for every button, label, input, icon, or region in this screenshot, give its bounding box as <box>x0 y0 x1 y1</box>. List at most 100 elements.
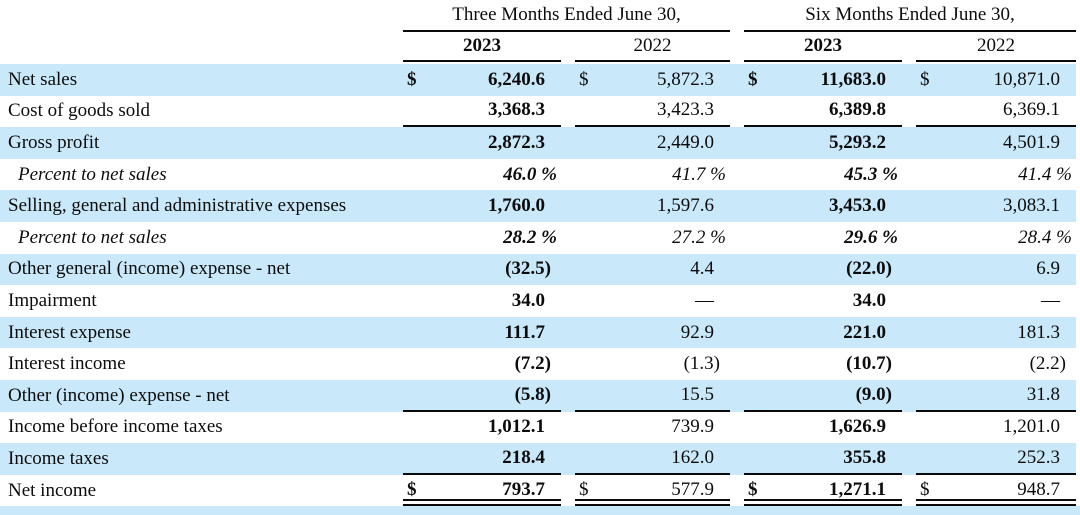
value-text: 4.4 <box>690 258 714 280</box>
row-label: Net sales <box>8 68 78 90</box>
value-cell: 27.2 % <box>575 222 730 254</box>
value-cell: (9.0) <box>744 380 902 412</box>
column-gap <box>902 254 916 286</box>
table-row: Net income $793.7 $577.9 $1,271.1 $948.7 <box>0 475 1076 507</box>
value-cell: 2,872.3 <box>403 127 561 159</box>
column-gap <box>561 127 575 159</box>
value-cell: 1,597.6 <box>575 190 730 222</box>
column-gap <box>902 222 916 254</box>
column-gap <box>902 348 916 380</box>
dollar-sign: $ <box>407 68 417 90</box>
column-gap <box>902 317 916 349</box>
value-cell: 28.4 % <box>916 222 1076 254</box>
value-cell: (22.0) <box>744 254 902 286</box>
value-cell: — <box>916 285 1076 317</box>
value-text: 793.7 <box>502 478 545 500</box>
bottom-shaded-strip <box>0 506 1080 515</box>
value-cell: 5,293.2 <box>744 127 902 159</box>
value-text: 355.8 <box>843 446 886 468</box>
value-cell: 111.7 <box>403 317 561 349</box>
value-text: 4,501.9 <box>1003 131 1060 153</box>
column-gap <box>561 348 575 380</box>
dollar-sign: $ <box>407 478 417 500</box>
column-gap <box>561 380 575 412</box>
value-text: 577.9 <box>671 478 714 500</box>
column-gap <box>730 348 744 380</box>
value-cell: $6,240.6 <box>403 64 561 96</box>
dollar-sign: $ <box>579 68 589 90</box>
value-cell: 41.7 % <box>575 159 730 191</box>
column-gap <box>902 190 916 222</box>
value-text: 3,423.3 <box>657 99 714 121</box>
year-header-2023-h: 2023 <box>744 32 902 62</box>
value-cell: 252.3 <box>916 443 1076 475</box>
table-row: Impairment 34.0 — 34.0 — <box>0 285 1076 317</box>
column-gap <box>902 127 916 159</box>
dollar-sign: $ <box>748 68 758 90</box>
column-gap <box>730 190 744 222</box>
row-label: Percent to net sales <box>18 226 167 248</box>
column-gap <box>730 285 744 317</box>
column-gap <box>561 159 575 191</box>
value-cell: $577.9 <box>575 475 730 507</box>
value-text: 3,453.0 <box>829 195 886 217</box>
column-gap <box>561 96 575 128</box>
column-gap <box>902 285 916 317</box>
table-body: Net sales $6,240.6 $5,872.3 $11,683.0 $10,87… <box>0 64 1080 507</box>
column-gap <box>902 443 916 475</box>
table-row: Cost of goods sold 3,368.3 3,423.3 6,389.8 6… <box>0 96 1076 128</box>
value-cell: $11,683.0 <box>744 64 902 96</box>
value-text: 29.6 % <box>844 226 898 248</box>
value-text: (22.0) <box>846 258 892 280</box>
value-text: (9.0) <box>855 383 892 405</box>
value-text: 3,083.1 <box>1003 195 1060 217</box>
table-row: Percent to net sales 46.0 % 41.7 % 45.3 % 41… <box>0 159 1076 191</box>
row-label: Income taxes <box>8 447 109 469</box>
column-gap <box>730 412 744 444</box>
year-header-2022-q: 2022 <box>575 32 730 62</box>
value-cell: 181.3 <box>916 317 1076 349</box>
group-header-three-months: Three Months Ended June 30, <box>403 0 730 32</box>
header-label-spacer <box>0 32 403 62</box>
table-row: Gross profit 2,872.3 2,449.0 5,293.2 4,501.9 <box>0 127 1076 159</box>
value-text: 15.5 <box>680 383 714 405</box>
value-cell: 6,389.8 <box>744 96 902 128</box>
column-gap <box>561 190 575 222</box>
column-gap <box>730 96 744 128</box>
column-gap <box>730 159 744 191</box>
table-row: Percent to net sales 28.2 % 27.2 % 29.6 % 28… <box>0 222 1076 254</box>
column-gap <box>902 64 916 96</box>
column-gap <box>730 380 744 412</box>
value-text: 5,293.2 <box>829 131 886 153</box>
value-text: 34.0 <box>852 289 886 311</box>
table-row: Selling, general and administrative expe… <box>0 190 1076 222</box>
column-gap <box>902 380 916 412</box>
column-gap <box>902 412 916 444</box>
value-cell: 3,423.3 <box>575 96 730 128</box>
value-text: 28.4 % <box>1018 226 1072 248</box>
value-cell: 3,368.3 <box>403 96 561 128</box>
value-text: 1,626.9 <box>829 416 886 438</box>
value-cell: 6,369.1 <box>916 96 1076 128</box>
row-label: Impairment <box>8 289 97 311</box>
value-text: 46.0 % <box>503 163 557 185</box>
column-gap <box>561 254 575 286</box>
column-gap <box>730 127 744 159</box>
value-cell: 4,501.9 <box>916 127 1076 159</box>
column-gap <box>561 64 575 96</box>
value-text: 221.0 <box>843 321 886 343</box>
row-label: Percent to net sales <box>18 163 167 185</box>
value-text: 41.4 % <box>1018 163 1072 185</box>
dollar-sign: $ <box>920 478 930 500</box>
value-cell: 355.8 <box>744 443 902 475</box>
value-text: 739.9 <box>671 416 714 438</box>
row-label: Gross profit <box>8 131 100 153</box>
value-cell: $5,872.3 <box>575 64 730 96</box>
value-cell: 29.6 % <box>744 222 902 254</box>
column-gap <box>561 475 575 507</box>
value-text: 45.3 % <box>844 163 898 185</box>
table-row: Net sales $6,240.6 $5,872.3 $11,683.0 $10,87… <box>0 64 1076 96</box>
value-cell: 218.4 <box>403 443 561 475</box>
dollar-sign: $ <box>920 68 930 90</box>
